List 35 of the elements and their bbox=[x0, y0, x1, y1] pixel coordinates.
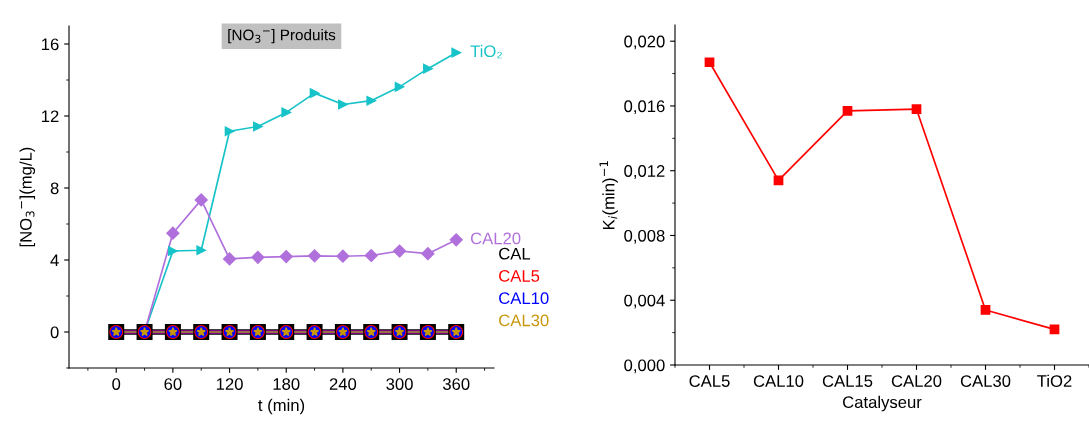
text: CAL10 bbox=[499, 292, 549, 305]
y-tick-label: 0,012 bbox=[624, 165, 665, 179]
series-label: TiO₂ bbox=[470, 44, 502, 59]
x-tick-label: 240 bbox=[329, 378, 357, 390]
x-axis-title: Catalyseur bbox=[843, 395, 922, 412]
y-tick-label: 0,008 bbox=[624, 229, 665, 244]
x-tick-label: TiO2 bbox=[1037, 374, 1072, 387]
x-axis-title: t (min) bbox=[258, 398, 305, 415]
x-tick-label: 360 bbox=[442, 378, 470, 390]
x-tick-label: 60 bbox=[164, 378, 182, 390]
chart-title: [NO$_{3}$$^{−}$] Produits bbox=[228, 29, 336, 44]
text: CAL30 bbox=[499, 314, 549, 327]
text: CAL bbox=[499, 247, 531, 260]
y-tick-label: 4 bbox=[50, 254, 59, 267]
y-tick-label: 0 bbox=[50, 326, 59, 339]
y-tick-label: 16 bbox=[42, 38, 59, 51]
x-tick-label: CAL20 bbox=[891, 375, 942, 387]
x-tick-label: 120 bbox=[216, 378, 243, 390]
text: CAL5 bbox=[499, 270, 540, 282]
x-tick-label: CAL30 bbox=[960, 375, 1011, 387]
y-tick-label: 0,000 bbox=[624, 359, 665, 374]
x-tick-label: CAL5 bbox=[689, 375, 730, 387]
y-axis-title: K$_{i}$(min)$^{−1}$ bbox=[599, 161, 618, 230]
y-tick-label: 0,020 bbox=[624, 35, 665, 50]
y-tick-label: 0,004 bbox=[624, 294, 665, 309]
x-tick-label: 300 bbox=[386, 378, 413, 390]
x-tick-label: 0 bbox=[112, 378, 121, 390]
y-axis-title: [NO$_{3}$$^{−}$](mg/L) bbox=[19, 147, 36, 247]
x-tick-label: CAL15 bbox=[822, 375, 873, 387]
y-tick-label: 8 bbox=[50, 182, 59, 195]
series-label: CAL20 bbox=[470, 232, 521, 245]
x-tick-label: CAL10 bbox=[753, 375, 804, 387]
y-tick-label: 0,016 bbox=[624, 100, 665, 115]
x-tick-label: 180 bbox=[273, 378, 300, 390]
y-tick-label: 12 bbox=[42, 110, 59, 123]
